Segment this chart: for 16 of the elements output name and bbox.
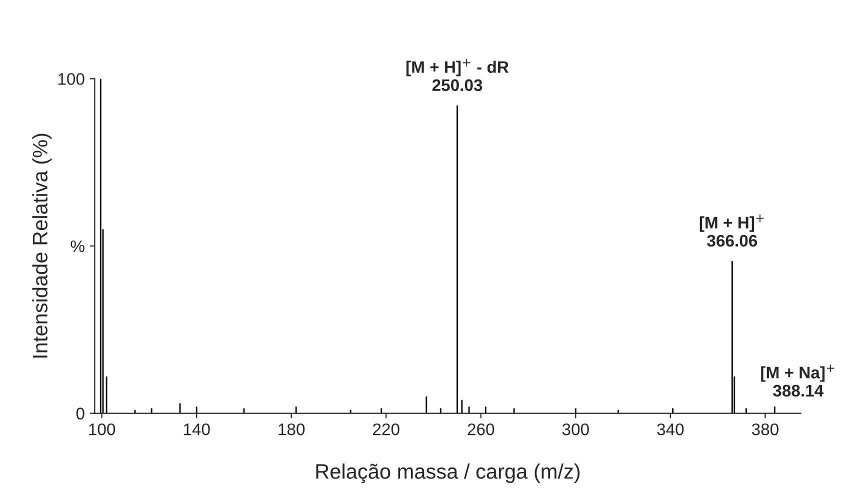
annotation: [M + Na]$^{+}$ 388.14 [761, 364, 834, 397]
y-axis-title: Intensidade Relativa (%) [32, 134, 52, 358]
x-tick-label: 380 [752, 423, 778, 436]
y-tick-label: % [70, 240, 84, 252]
x-tick-label: 180 [278, 423, 305, 436]
y-tick-label: 0 [76, 408, 84, 420]
x-axis-title: Relação massa / carga (m/z) [316, 464, 580, 484]
x-tick-label: 140 [184, 423, 210, 436]
x-tick-label: 220 [373, 423, 400, 436]
x-tick-label: 260 [468, 423, 494, 436]
annotation: [M + H]$^{+}$ 366.06 [700, 214, 764, 247]
x-tick-label: 340 [657, 423, 684, 436]
annotation: [M + H]$^{+}$ - dR 250.03 [406, 59, 509, 92]
x-tick-label: 100 [89, 423, 116, 436]
y-tick-label: 100 [58, 73, 84, 85]
x-tick-label: 300 [562, 423, 589, 436]
